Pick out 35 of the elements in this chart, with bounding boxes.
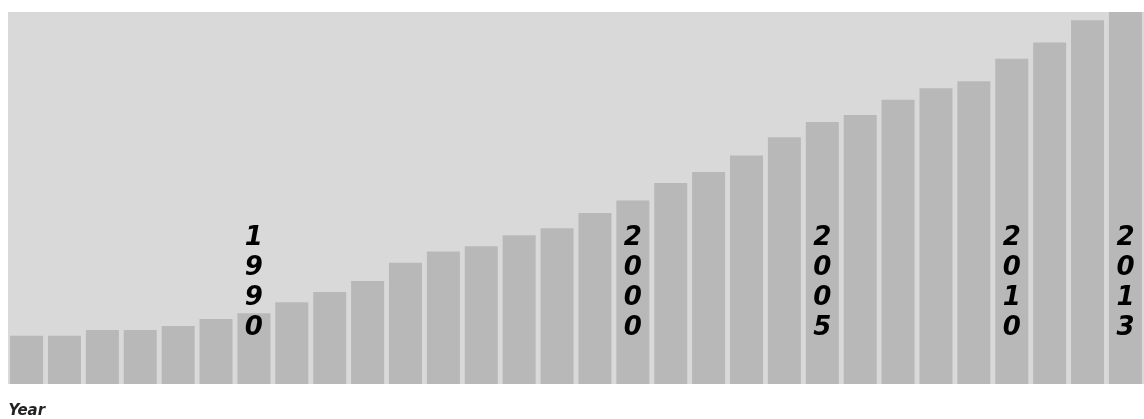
bar: [1033, 42, 1067, 384]
x-tick-label: 2013: [1116, 221, 1135, 341]
bar: [237, 313, 271, 384]
x-tick-label: 1990: [244, 221, 263, 341]
bar: [692, 171, 726, 384]
bar: [805, 122, 839, 384]
bar: [767, 137, 801, 384]
bar: [123, 330, 157, 384]
bar: [881, 99, 915, 384]
x-tick-label: 2000: [623, 221, 642, 341]
bar: [275, 302, 309, 384]
bar: [351, 280, 385, 384]
bar: [654, 183, 688, 384]
bar: [464, 246, 498, 384]
bar: [85, 330, 119, 384]
x-tick-label: 2010: [1002, 221, 1021, 341]
bar: [161, 325, 195, 384]
x-tick-label: 2005: [813, 221, 832, 341]
bar: [730, 155, 764, 384]
bar: [578, 212, 612, 384]
bar: [995, 58, 1029, 384]
bar: [199, 318, 233, 384]
bar: [957, 81, 991, 384]
bar: [10, 335, 44, 384]
x-axis-title: Year: [8, 400, 47, 419]
bar: [1071, 20, 1105, 384]
bar: [426, 251, 460, 384]
bar: [540, 228, 574, 384]
bar: [313, 292, 347, 384]
bar: [1108, 12, 1142, 384]
bar: [502, 235, 536, 384]
bar: [47, 335, 81, 384]
bar: [843, 115, 877, 384]
bar: [919, 88, 953, 384]
bar: [388, 262, 422, 384]
